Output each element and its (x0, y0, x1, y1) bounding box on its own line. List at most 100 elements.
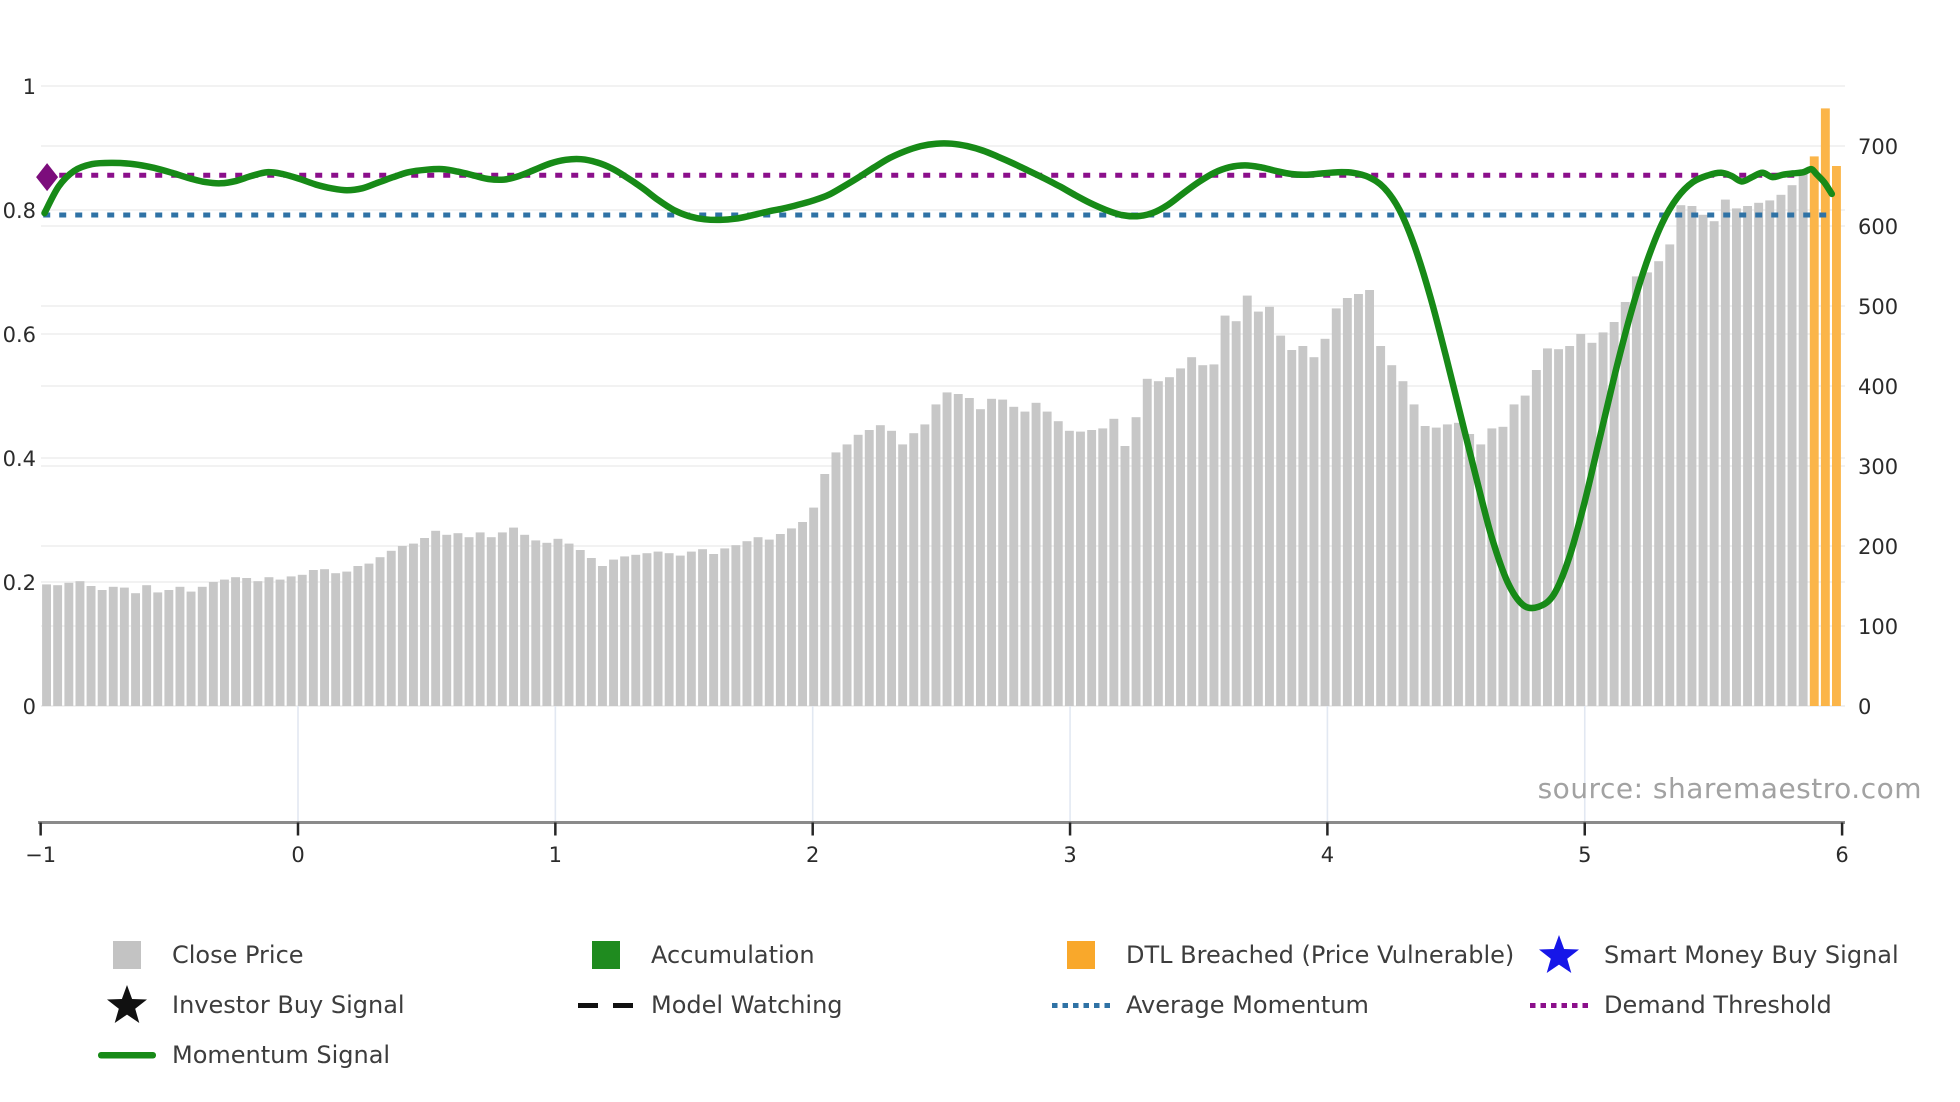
right-axis-tick-label: 200 (1858, 535, 1898, 559)
close-price-bar (642, 553, 652, 706)
dtl-breached-bar (1832, 166, 1841, 706)
close-price-bar (286, 576, 296, 706)
close-price-bar (675, 555, 685, 706)
close-price-bar (964, 398, 974, 706)
close-price-bar (442, 534, 452, 706)
legend-item: DTL Breached (Price Vulnerable) (1050, 930, 1514, 980)
close-price-bar (731, 545, 741, 706)
close-price-bar (753, 537, 763, 706)
close-price-bar (1087, 430, 1097, 706)
close-price-bar (297, 574, 307, 706)
legend-label: Smart Money Buy Signal (1604, 941, 1899, 969)
close-price-bar (64, 582, 74, 706)
close-price-bar (1076, 431, 1085, 706)
close-price-bar (53, 585, 63, 706)
right-axis-tick-label: 700 (1858, 135, 1898, 159)
legend-column: Smart Money Buy Signal Demand Threshold (1528, 930, 1899, 1030)
legend-marker (1528, 982, 1590, 1028)
x-axis-tick-label: 5 (1578, 843, 1591, 867)
close-price-bar (553, 538, 563, 706)
close-price-bar (942, 392, 952, 706)
close-price-bar (1176, 368, 1185, 706)
close-price-bar (1120, 446, 1130, 706)
legend-item: Model Watching (575, 980, 843, 1030)
close-price-bar (1676, 205, 1686, 706)
close-price-bar (1287, 350, 1297, 706)
close-price-bar (1776, 194, 1786, 707)
close-price-bar (1242, 295, 1252, 706)
close-price-bar (853, 434, 863, 706)
legend-marker (1528, 932, 1590, 978)
close-price-bar (520, 534, 530, 706)
x-axis-tick-label: 4 (1321, 843, 1334, 867)
close-price-bar (898, 444, 908, 706)
close-price-bar (664, 553, 674, 706)
close-price-bar (564, 543, 574, 706)
legend-marker (96, 932, 158, 978)
close-price-bar (1064, 430, 1074, 706)
close-price-bar (987, 398, 996, 706)
close-price-bar (1765, 200, 1775, 706)
close-price-bar (1198, 365, 1208, 706)
close-price-bar (542, 542, 552, 706)
chart-canvas: −1 0 1 2 3 4 5 6 0 0.2 0.4 0.6 0.8 1 0 100 200 300 400 500 6… (3, 75, 1899, 867)
legend-item: Investor Buy Signal (96, 980, 405, 1030)
close-price-bar (887, 430, 896, 706)
close-price-bar (86, 586, 96, 706)
close-price-bar (1554, 349, 1563, 706)
legend-square-swatch (1067, 941, 1095, 969)
close-price-bar (931, 404, 941, 706)
legend-square-swatch (592, 941, 620, 969)
close-price-bar (420, 538, 429, 706)
legend-line-swatch (98, 1052, 156, 1059)
close-price-bar (186, 591, 196, 706)
close-price-bar (409, 543, 418, 706)
legend-marker (96, 1032, 158, 1078)
close-price-bar (320, 569, 329, 706)
close-price-bar (1754, 202, 1764, 707)
x-axis-tick-label: 2 (806, 843, 819, 867)
legend-item: Average Momentum (1050, 980, 1514, 1030)
close-price-bar (208, 582, 218, 706)
close-price-bar (1298, 346, 1308, 706)
close-price-bar (1598, 332, 1608, 706)
demand-threshold-start-diamond (36, 163, 59, 192)
close-price-bar (1787, 185, 1797, 706)
x-axis-tick-label: 3 (1063, 843, 1076, 867)
close-price-bar (509, 527, 518, 706)
close-price-bar (75, 581, 85, 706)
close-price-bar (998, 399, 1008, 706)
close-price-bar (475, 532, 485, 706)
close-price-bar (609, 559, 618, 706)
dtl-breached-bar (1809, 156, 1819, 706)
close-price-bar (1009, 406, 1019, 706)
legend-dashed-line-swatch (578, 1003, 633, 1008)
close-price-bar (531, 540, 541, 706)
close-price-bar (820, 474, 830, 706)
left-axis-tick-label: 0.2 (3, 571, 36, 595)
close-price-bar (153, 592, 163, 706)
legend-item: Smart Money Buy Signal (1528, 930, 1899, 980)
close-price-bar (253, 581, 263, 706)
close-price-bar (397, 546, 407, 706)
left-axis-tick-label: 0.6 (3, 323, 36, 347)
close-price-bar (431, 530, 441, 706)
star-icon (107, 985, 147, 1023)
close-price-bar (308, 570, 318, 706)
close-price-bar (764, 539, 774, 706)
x-axis-tick-label: 0 (291, 843, 304, 867)
legend-marker (575, 982, 637, 1028)
legend-dotted-line-swatch (1052, 1003, 1110, 1008)
close-price-bar (875, 425, 885, 706)
close-price-bar (976, 409, 985, 706)
close-price-bar (275, 579, 285, 706)
close-price-bar (1520, 395, 1530, 706)
close-price-bar (386, 550, 396, 706)
close-price-bar (653, 551, 663, 706)
close-price-bar (842, 444, 852, 706)
close-price-bar (1587, 342, 1597, 706)
dtl-breached-bar (1820, 108, 1830, 706)
close-price-bar (1643, 272, 1652, 706)
close-price-bar (264, 577, 274, 706)
close-price-bar (1476, 444, 1486, 706)
